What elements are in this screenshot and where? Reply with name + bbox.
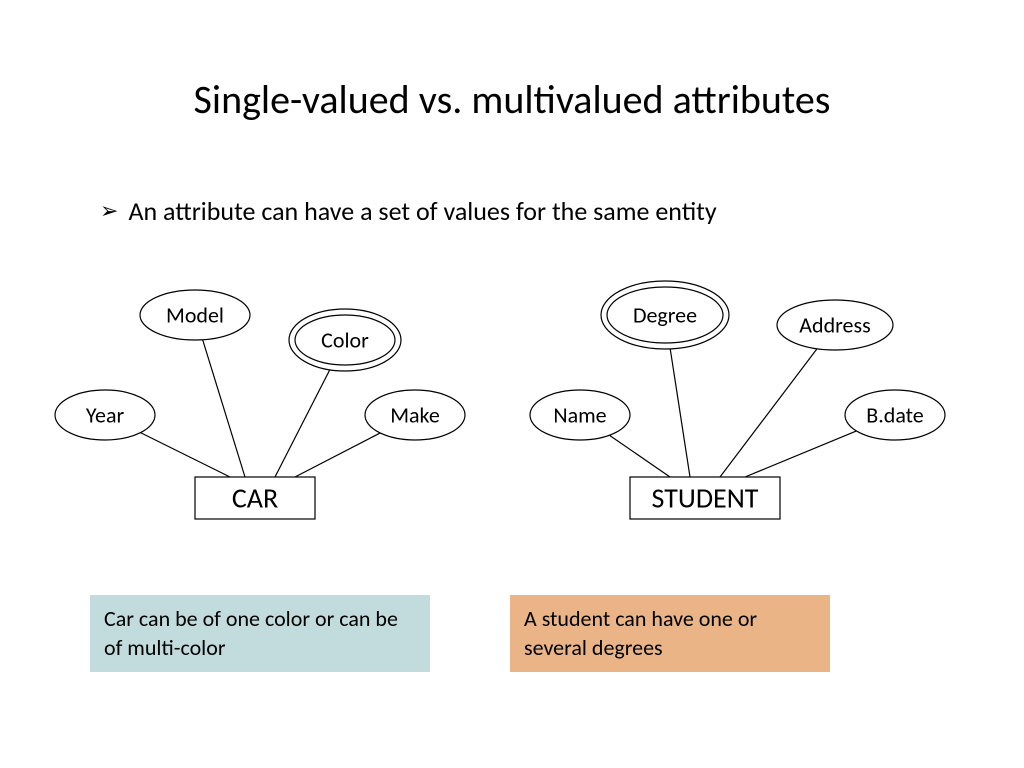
attribute-label: Name bbox=[553, 402, 606, 429]
attribute-label: Year bbox=[86, 402, 124, 429]
diagram-area: CAR Model Color Year Make STUDENT Degree Addres… bbox=[0, 260, 1024, 540]
bullet-arrow-icon: ➢ bbox=[100, 200, 118, 222]
attribute-label: Address bbox=[799, 312, 870, 339]
caption-student: A student can have one or several degree… bbox=[510, 595, 830, 672]
er-diagram-svg bbox=[0, 260, 1024, 540]
attribute-label: B.date bbox=[866, 402, 924, 429]
bullet-text: An attribute can have a set of values fo… bbox=[128, 195, 716, 227]
slide-title: Single-valued vs. multivalued attributes bbox=[0, 75, 1024, 124]
caption-car: Car can be of one color or can be of mul… bbox=[90, 595, 430, 672]
attribute-label: Model bbox=[166, 302, 224, 329]
attribute-label: Color bbox=[321, 327, 369, 354]
bullet-row: ➢ An attribute can have a set of values … bbox=[100, 195, 717, 227]
entity-label: CAR bbox=[232, 481, 278, 516]
attribute-label: Degree bbox=[633, 302, 697, 329]
attribute-label: Make bbox=[390, 402, 440, 429]
entity-label: STUDENT bbox=[652, 481, 759, 516]
